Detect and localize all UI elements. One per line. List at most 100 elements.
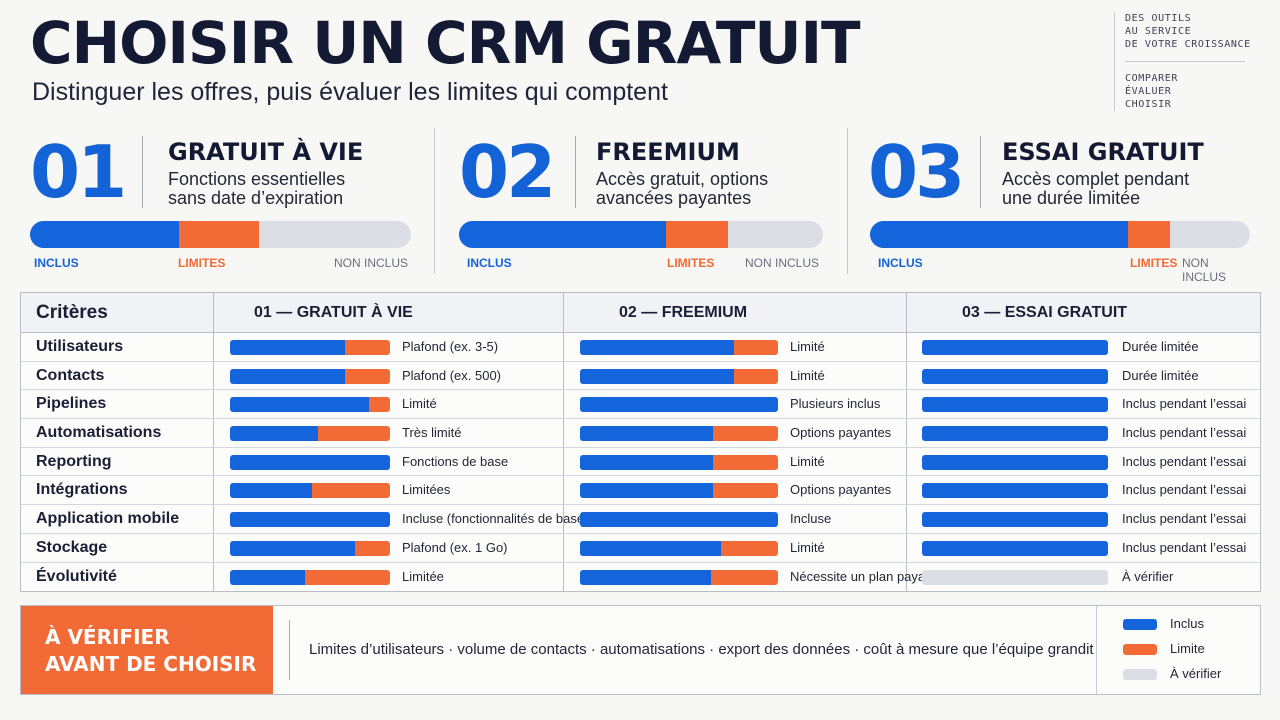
cell-value: Plafond (ex. 1 Go) — [402, 539, 508, 555]
column-divider — [906, 505, 907, 533]
bar-limited-segment — [712, 454, 778, 470]
cell-value: Options payantes — [790, 482, 892, 498]
coverage-bar — [580, 512, 778, 528]
type-desc-line: Accès gratuit, options — [596, 169, 769, 189]
column-divider — [213, 293, 214, 332]
check-callout-line: À VÉRIFIER — [45, 625, 170, 649]
panel-divider — [847, 128, 848, 274]
type-desc-line: sans date d’expiration — [168, 188, 344, 208]
bar-included-segment — [870, 221, 1129, 248]
bar-label-limited: LIMITES — [667, 256, 715, 270]
aside-line: DES OUTILS — [1125, 13, 1192, 24]
criterion-label: Intégrations — [36, 481, 128, 499]
criterion-label: Évolutivité — [36, 567, 117, 585]
column-divider — [213, 390, 214, 419]
bar-limited-segment — [712, 426, 778, 442]
column-divider — [213, 476, 214, 505]
cell-value: Plafond (ex. 3-5) — [402, 339, 499, 354]
coverage-bar — [922, 340, 1108, 355]
bar-limited-segment — [369, 397, 390, 413]
bar-included-segment — [922, 512, 1108, 528]
coverage-bar — [580, 569, 778, 585]
legend-label: Limite — [1170, 641, 1205, 656]
column-divider — [213, 333, 214, 361]
bar-limited-segment — [318, 426, 390, 442]
type-coverage-bar — [459, 221, 823, 248]
table-row: Évolutivité Limitée Nécessite un plan paya… — [21, 562, 1260, 592]
type-panel-freemium: 02 FREEMIUM Accès gratuit, options avanc… — [459, 128, 829, 274]
bar-limited-segment — [345, 368, 390, 384]
criterion-label: Stockage — [36, 538, 108, 556]
coverage-bar — [922, 512, 1108, 528]
cell-value: Inclus pendant l’essai — [1122, 539, 1247, 555]
bar-included-segment — [230, 454, 390, 470]
type-number: 02 — [459, 130, 556, 214]
legend-swatch — [1123, 619, 1157, 630]
column-divider — [563, 390, 564, 419]
type-name: FREEMIUM — [596, 138, 740, 166]
header-col-gratuit: 01 — GRATUIT À VIE — [254, 304, 413, 321]
coverage-bar — [230, 368, 390, 384]
bar-included-segment — [922, 368, 1108, 384]
coverage-bar — [580, 540, 778, 556]
cell-value: Fonctions de base — [402, 453, 509, 469]
coverage-bar — [230, 569, 390, 585]
column-divider — [906, 390, 907, 419]
coverage-bar — [922, 426, 1108, 442]
type-description: Accès gratuit, options avancées payantes — [596, 170, 856, 208]
type-panel-gratuit: 01 GRATUIT À VIE Fonctions essentielles … — [30, 128, 415, 274]
column-divider — [213, 361, 214, 390]
aside-line: COMPARER — [1125, 73, 1178, 84]
cell-value: Inclus pendant l’essai — [1122, 396, 1247, 412]
bar-included-segment — [580, 512, 778, 528]
page-title: CHOISIR UN CRM GRATUIT — [30, 9, 861, 77]
bar-included-segment — [580, 426, 713, 442]
table-row: Utilisateurs Plafond (ex. 3-5) Limité Durée… — [21, 333, 1260, 362]
cell-value: Limité — [790, 539, 825, 555]
bar-included-segment — [580, 454, 713, 470]
bar-included-segment — [922, 426, 1108, 442]
bar-included-segment — [580, 483, 713, 499]
column-divider — [213, 562, 214, 592]
cell-value: Incluse (fonctionnalités de base) — [402, 511, 589, 527]
type-separator — [142, 136, 143, 208]
coverage-bar — [580, 454, 778, 470]
cell-value: Limité — [790, 367, 825, 383]
bar-label-not-included: NON INCLUS — [1182, 256, 1227, 284]
type-number: 03 — [868, 130, 965, 214]
coverage-bar — [580, 397, 778, 413]
cell-value: Inclus pendant l’essai — [1122, 511, 1247, 527]
coverage-bar — [922, 540, 1108, 556]
bar-limited-segment — [345, 340, 390, 355]
column-divider — [906, 293, 907, 332]
type-separator — [575, 136, 576, 208]
coverage-bar — [580, 483, 778, 499]
aside-line: DE VOTRE CROISSANCE — [1125, 39, 1251, 50]
type-coverage-bar — [870, 221, 1250, 248]
coverage-bar — [580, 340, 778, 355]
bar-included-segment — [459, 221, 667, 248]
check-callout: À VÉRIFIER AVANT DE CHOISIR — [21, 606, 273, 694]
bar-included-segment — [580, 540, 721, 556]
column-divider — [213, 447, 214, 476]
coverage-bar — [580, 368, 778, 384]
type-number: 01 — [30, 130, 127, 214]
bar-label-limited: LIMITES — [178, 256, 226, 270]
cell-value: Très limité — [402, 425, 462, 441]
type-desc-line: avancées payantes — [596, 188, 752, 208]
bar-label-included: INCLUS — [34, 256, 79, 270]
panel-divider — [434, 128, 435, 274]
bar-limited-segment — [734, 340, 778, 355]
bar-included-segment — [230, 483, 312, 499]
footer-separator — [289, 620, 290, 680]
coverage-bar — [922, 454, 1108, 470]
coverage-bar — [230, 340, 390, 355]
legend-label: Inclus — [1170, 616, 1204, 631]
criterion-label: Utilisateurs — [36, 338, 124, 355]
criterion-label: Contacts — [36, 366, 105, 384]
column-divider — [213, 533, 214, 562]
cell-value: Inclus pendant l’essai — [1122, 482, 1247, 498]
legend-swatch — [1123, 669, 1157, 680]
type-description: Fonctions essentielles sans date d’expir… — [168, 170, 428, 208]
column-divider — [906, 476, 907, 505]
